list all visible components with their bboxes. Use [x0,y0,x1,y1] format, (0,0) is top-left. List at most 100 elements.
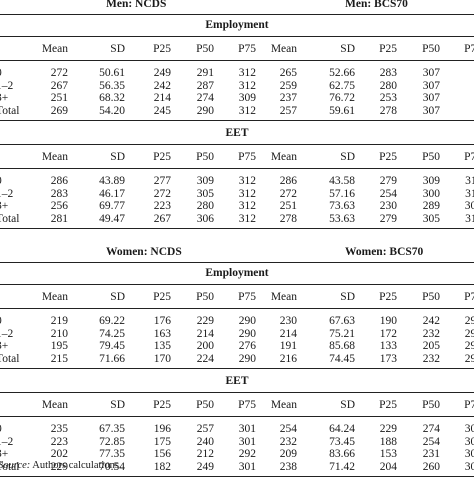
column-header: P75 [238,151,256,163]
table-cell: 69.22 [99,315,125,327]
column-header: SD [340,291,355,303]
table-cell: 257 [196,423,214,435]
table-cell: 280 [196,200,214,213]
table-cell: 311 [465,175,474,187]
table-rule [0,228,474,230]
table-cell: 283 [50,187,68,200]
table-cell: 279 [379,212,397,225]
table-cell: 214 [279,327,297,340]
column-header: P25 [379,151,397,163]
table-cell: 156 [153,448,171,461]
table-cell: 229 [50,460,68,473]
table-cell: 72.85 [99,435,125,448]
table-cell: 278 [279,212,297,225]
table-cell: 291 [196,67,214,79]
table-cell: 267 [153,212,171,225]
row-label: Total [0,460,20,473]
table-cell: 312 [238,200,256,213]
table-cell: 43.89 [99,175,125,187]
block-title: EET [225,375,249,387]
table-cell: 202 [50,448,68,461]
table-cell: 216 [279,352,297,365]
table-cell: 309 [238,92,256,105]
table-cell: 254 [279,423,297,435]
column-header: P50 [422,151,440,163]
column-header: P75 [238,43,256,55]
table-cell: 153 [379,448,397,461]
column-header: Mean [41,399,68,411]
table-cell: 205 [422,340,440,353]
source-label: Source: [0,460,31,471]
table-rule [0,284,474,285]
table-cell: 172 [379,327,397,340]
table-cell: 74.45 [329,352,355,365]
table-cell: 214 [153,92,171,105]
table-cell: 50.61 [99,67,125,79]
column-header: P25 [153,399,171,411]
table-cell: 231 [422,448,440,461]
table-cell: 298 [464,340,474,353]
column-header: P25 [379,43,397,55]
table-cell: 307 [422,104,440,117]
table-cell: 312 [238,175,256,187]
table-cell: 286 [50,175,68,187]
table-cell: 290 [196,104,214,117]
table-cell: 300 [422,187,440,200]
column-header: P75 [464,291,474,303]
table-cell: 312 [238,79,256,92]
table-cell: 53.63 [329,212,355,225]
table-cell: 265 [279,67,297,79]
table-cell: 57.16 [329,187,355,200]
row-label: 3+ [0,92,9,105]
table-cell: 272 [279,187,297,200]
row-label: Total [0,212,20,225]
table-cell: 272 [50,67,68,79]
column-header: SD [110,151,125,163]
column-header: P75 [238,291,256,303]
table-cell: 257 [279,104,297,117]
row-label: 0 [0,315,2,328]
table-cell: 238 [279,460,297,473]
column-header: P50 [196,291,214,303]
row-label: 1–2 [0,327,14,340]
table-cell: 52.66 [329,67,355,79]
column-header: Mean [41,43,68,55]
table-cell: 70.54 [99,460,125,473]
table-cell: 287 [196,79,214,92]
table-cell: 251 [279,200,297,213]
table-cell: 73.45 [329,435,355,448]
column-header: SD [110,43,125,55]
table-cell: 182 [153,460,171,473]
group-header-right: Women: BCS70 [345,246,424,258]
table-cell: 200 [196,340,214,353]
table-cell: 309 [422,175,440,187]
table-cell: 232 [422,352,440,365]
row-label: 0 [0,423,2,436]
table-cell: 301 [238,460,256,473]
table-cell: 163 [153,327,171,340]
column-header: P75 [238,399,256,411]
group-header-left: Women: NCDS [106,246,182,258]
table-cell: 286 [279,175,297,187]
table-cell: 173 [379,352,397,365]
column-header: P50 [196,399,214,411]
table-cell: 276 [238,340,256,353]
table-cell: 311 [465,212,474,225]
table-cell: 49.47 [99,212,125,225]
source-note: Source: Authors calculations. [0,460,122,472]
table-cell: 312 [238,212,256,225]
table-cell: 76.72 [329,92,355,105]
column-header: Mean [270,291,297,303]
row-label: 1–2 [0,435,14,448]
row-label: 0 [0,175,2,188]
block-title: Employment [205,19,269,31]
table-cell: 232 [279,435,297,448]
table-cell: 195 [50,340,68,353]
table-cell: 254 [379,187,397,200]
table-cell: 298 [464,352,474,365]
table-cell: 68.32 [99,92,125,105]
table-cell: 274 [196,92,214,105]
table-cell: 312 [238,187,256,200]
table-cell: 188 [379,435,397,448]
table-cell: 277 [153,175,171,187]
